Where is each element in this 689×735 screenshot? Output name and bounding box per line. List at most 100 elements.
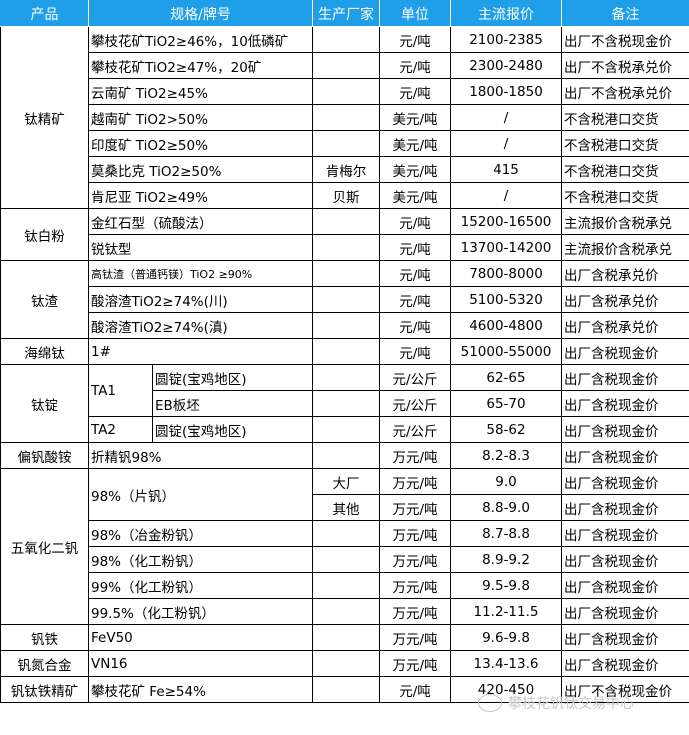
note-cell: 出厂含税现金价 xyxy=(561,468,689,495)
spec-cell: 金红石型（硫酸法） xyxy=(88,208,313,235)
spec-cell: 高钛渣（普通钙镁）TiO2 ≥90% xyxy=(88,260,313,287)
watermark: 攀枝花钒钛交易中心 xyxy=(478,693,634,713)
price-table: 产品 规格/牌号 生产厂家 单位 主流报价 备注 钛精矿 攀枝花矿TiO2≥46%… xyxy=(0,0,689,703)
spec-cell: TA2 xyxy=(88,416,153,443)
table-row: 钛白粉 金红石型（硫酸法） 元/吨 15200-16500 主流报价含税承兑 xyxy=(0,208,689,261)
unit-cell: 万元/吨 xyxy=(379,546,451,573)
table-row: 偏钒酸铵 折精钒98% 万元/吨 8.2-8.3 出厂含税现金价 xyxy=(0,442,689,469)
unit-cell: 元/吨 xyxy=(379,260,451,287)
product-cell: 海绵钛 xyxy=(0,338,89,365)
table-row: 云南矿 TiO2≥45% 元/吨 1800-1850 出厂不含税承兑价 xyxy=(1,78,689,105)
maker-cell xyxy=(312,572,380,599)
spec-cell: 98%（化工粉钒） xyxy=(88,546,313,573)
unit-cell: 元/吨 xyxy=(379,338,451,365)
unit-cell: 美元/吨 xyxy=(379,130,451,157)
spec-cell: 折精钒98% xyxy=(88,442,313,469)
price-cell: 2100-2385 xyxy=(450,26,562,53)
unit-cell: 万元/吨 xyxy=(379,442,451,469)
note-cell: 出厂不含税现金价 xyxy=(561,26,689,53)
maker-cell xyxy=(312,104,380,131)
spec-cell: 攀枝花矿TiO2≥46%，10低磷矿 xyxy=(88,26,313,53)
note-cell: 出厂含税现金价 xyxy=(561,598,689,625)
maker-cell xyxy=(312,130,380,157)
price-cell: 11.2-11.5 xyxy=(450,598,562,625)
note-cell: 不含税港口交货 xyxy=(561,182,689,209)
unit-cell: 元/公斤 xyxy=(379,416,451,443)
note-cell: 出厂不含税承兑价 xyxy=(561,78,689,105)
unit-cell: 万元/吨 xyxy=(379,598,451,625)
header-maker: 生产厂家 xyxy=(312,0,380,27)
spec-cell: 酸溶渣TiO2≥74%(滇) xyxy=(88,312,313,339)
note-cell: 不含税港口交货 xyxy=(561,130,689,157)
note-cell: 出厂不含税现金价 xyxy=(561,676,689,703)
spec-cell: 印度矿 TiO2≥50% xyxy=(88,130,313,157)
product-cell: 钛精矿 xyxy=(0,26,89,209)
maker-cell xyxy=(312,624,380,651)
product-cell: 钛白粉 xyxy=(0,208,89,261)
header-price: 主流报价 xyxy=(450,0,562,27)
table-row: 五氧化二钒 98%（片钒） 大厂 万元/吨 9.0 出厂含税现金价 xyxy=(0,468,689,625)
product-cell: 偏钒酸铵 xyxy=(0,442,89,469)
price-cell: / xyxy=(450,130,562,157)
unit-cell: 美元/吨 xyxy=(379,104,451,131)
price-cell: 65-70 xyxy=(450,390,562,417)
maker-cell xyxy=(312,26,380,53)
unit-cell: 元/吨 xyxy=(379,234,451,261)
price-cell: 1800-1850 xyxy=(450,78,562,105)
spec-cell: VN16 xyxy=(88,650,313,677)
table-row: 钒氮合金 VN16 万元/吨 13.4-13.6 出厂含税现金价 xyxy=(0,650,689,677)
price-cell: 415 xyxy=(450,156,562,183)
price-cell: 51000-55000 xyxy=(450,338,562,365)
unit-cell: 万元/吨 xyxy=(379,650,451,677)
unit-cell: 元/公斤 xyxy=(379,364,451,391)
spec-cell: 云南矿 TiO2≥45% xyxy=(88,78,313,105)
grade-cell: 圆锭(宝鸡地区) xyxy=(152,364,313,391)
unit-cell: 元/吨 xyxy=(379,52,451,79)
unit-cell: 元/吨 xyxy=(379,676,451,703)
unit-cell: 美元/吨 xyxy=(379,156,451,183)
note-cell: 主流报价含税承兑 xyxy=(561,208,689,235)
unit-cell: 万元/吨 xyxy=(379,520,451,547)
price-cell: 8.9-9.2 xyxy=(450,546,562,573)
price-cell: 5100-5320 xyxy=(450,286,562,313)
maker-cell: 大厂 xyxy=(312,468,380,495)
spec-cell: 98%（片钒） xyxy=(88,468,313,521)
maker-cell xyxy=(312,338,380,365)
price-cell: 8.8-9.0 xyxy=(450,494,562,521)
header-unit: 单位 xyxy=(379,0,451,27)
header-note: 备注 xyxy=(561,0,689,27)
price-cell: 62-65 xyxy=(450,364,562,391)
maker-cell xyxy=(312,650,380,677)
unit-cell: 元/吨 xyxy=(379,78,451,105)
price-cell: 7800-8000 xyxy=(450,260,562,287)
maker-cell xyxy=(312,78,380,105)
table-row: 98%（冶金粉钒） 万元/吨 8.7-8.8 出厂含税现金价 xyxy=(1,520,689,547)
price-cell: 58-62 xyxy=(450,416,562,443)
spec-cell: 酸溶渣TiO2≥74%(川) xyxy=(88,286,313,313)
maker-cell xyxy=(312,442,380,469)
note-cell: 出厂含税现金价 xyxy=(561,364,689,391)
price-cell: 8.2-8.3 xyxy=(450,442,562,469)
note-cell: 出厂含税现金价 xyxy=(561,494,689,521)
price-cell: / xyxy=(450,182,562,209)
note-cell: 出厂含税现金价 xyxy=(561,390,689,417)
product-cell: 钒铁 xyxy=(0,624,89,651)
spec-cell: TA1 xyxy=(88,364,153,417)
note-cell: 出厂含税现金价 xyxy=(561,442,689,469)
table-row: 印度矿 TiO2≥50% 美元/吨 / 不含税港口交货 xyxy=(1,130,689,157)
spec-cell: 莫桑比克 TiO2≥50% xyxy=(88,156,313,183)
price-cell: 420-450 xyxy=(450,676,562,703)
product-cell: 五氧化二钒 xyxy=(0,468,89,625)
spec-cell: 肯尼亚 TiO2≥49% xyxy=(88,182,313,209)
wechat-icon xyxy=(478,694,502,712)
table-row: 钒铁 FeV50 万元/吨 9.6-9.8 出厂含税现金价 xyxy=(0,624,689,651)
price-cell: 13.4-13.6 xyxy=(450,650,562,677)
table-row: 攀枝花矿TiO2≥47%，20矿 元/吨 2300-2480 出厂不含税承兑价 xyxy=(1,52,689,79)
unit-cell: 元/公斤 xyxy=(379,390,451,417)
unit-cell: 元/吨 xyxy=(379,26,451,53)
price-cell: 4600-4800 xyxy=(450,312,562,339)
maker-cell xyxy=(312,234,380,261)
note-cell: 不含税港口交货 xyxy=(561,156,689,183)
maker-cell: 贝斯 xyxy=(312,182,380,209)
note-cell: 出厂不含税承兑价 xyxy=(561,52,689,79)
